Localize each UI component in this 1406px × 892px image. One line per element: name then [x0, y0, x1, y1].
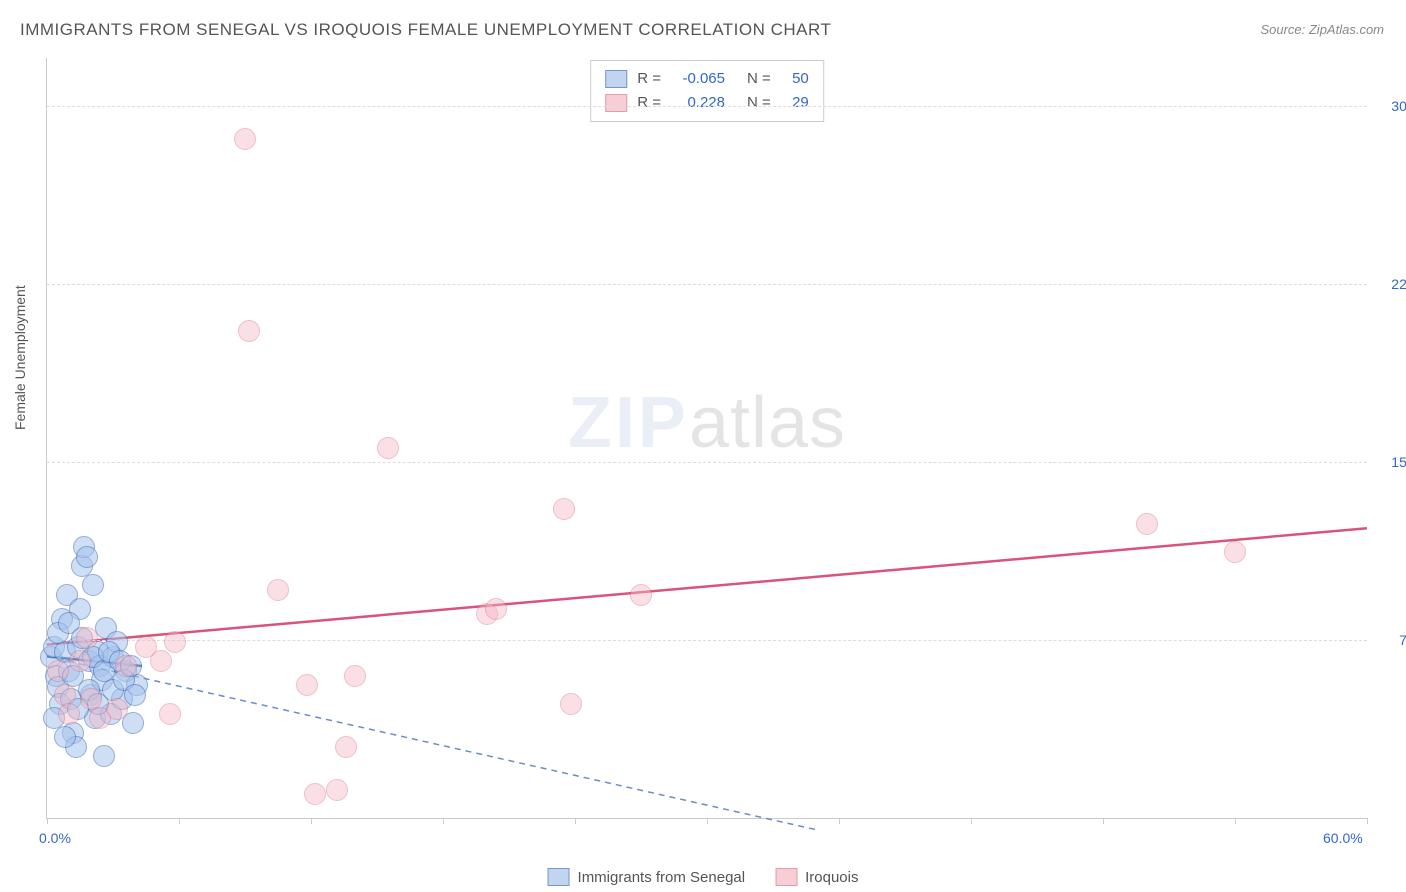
- data-point: [106, 698, 128, 720]
- gridline-h: [47, 462, 1367, 463]
- legend-swatch: [775, 868, 797, 886]
- y-tick-label: 15.0%: [1375, 454, 1406, 470]
- data-point: [82, 574, 104, 596]
- data-point: [1136, 513, 1158, 535]
- data-point: [76, 627, 98, 649]
- x-tick: [1235, 818, 1236, 824]
- legend-series-item: Iroquois: [775, 868, 858, 886]
- data-point: [159, 703, 181, 725]
- legend-series-item: Immigrants from Senegal: [548, 868, 746, 886]
- x-tick-label: 0.0%: [39, 830, 71, 846]
- data-point: [304, 783, 326, 805]
- chart-title: IMMIGRANTS FROM SENEGAL VS IROQUOIS FEMA…: [20, 20, 831, 40]
- data-point: [93, 745, 115, 767]
- x-tick: [839, 818, 840, 824]
- legend-swatch: [548, 868, 570, 886]
- x-tick-label: 60.0%: [1323, 830, 1363, 846]
- data-point: [267, 579, 289, 601]
- data-point: [485, 598, 507, 620]
- data-point: [335, 736, 357, 758]
- legend-r-value: -0.065: [669, 67, 725, 91]
- legend-r-label: R =: [637, 67, 661, 91]
- data-point: [326, 779, 348, 801]
- data-point: [344, 665, 366, 687]
- x-tick: [443, 818, 444, 824]
- gridline-h: [47, 284, 1367, 285]
- x-tick: [575, 818, 576, 824]
- data-point: [150, 650, 172, 672]
- legend-n-label: N =: [747, 91, 771, 115]
- legend-r-label: R =: [637, 91, 661, 115]
- data-point: [553, 498, 575, 520]
- legend-n-value: 50: [779, 67, 809, 91]
- trend-lines-svg: [47, 58, 1367, 818]
- watermark: ZIPatlas: [568, 382, 846, 464]
- data-point: [76, 546, 98, 568]
- x-tick: [47, 818, 48, 824]
- source-label: Source: ZipAtlas.com: [1260, 22, 1384, 37]
- x-tick: [1103, 818, 1104, 824]
- legend-correlation: R = -0.065 N = 50 R = 0.228 N = 29: [590, 60, 824, 122]
- trend-line: [47, 528, 1367, 644]
- data-point: [296, 674, 318, 696]
- data-point: [630, 584, 652, 606]
- chart-plot-area: ZIPatlas R =-0.065N =50R =0.228N =29 7.5…: [46, 58, 1367, 819]
- y-tick-label: 22.5%: [1375, 276, 1406, 292]
- data-point: [377, 437, 399, 459]
- gridline-h: [47, 640, 1367, 641]
- x-tick: [707, 818, 708, 824]
- legend-series: Immigrants from Senegal Iroquois: [548, 868, 859, 886]
- x-tick: [311, 818, 312, 824]
- gridline-h: [47, 106, 1367, 107]
- legend-series-label: Iroquois: [805, 869, 858, 886]
- legend-n-label: N =: [747, 67, 771, 91]
- y-tick-label: 30.0%: [1375, 98, 1406, 114]
- x-tick: [971, 818, 972, 824]
- data-point: [58, 703, 80, 725]
- x-tick: [179, 818, 180, 824]
- y-axis-label: Female Unemployment: [12, 285, 28, 430]
- data-point: [69, 650, 91, 672]
- data-point: [164, 631, 186, 653]
- data-point: [115, 655, 137, 677]
- data-point: [234, 128, 256, 150]
- y-tick-label: 7.5%: [1375, 632, 1406, 648]
- legend-r-value: 0.228: [669, 91, 725, 115]
- watermark-atlas: atlas: [689, 383, 846, 463]
- legend-n-value: 29: [779, 91, 809, 115]
- data-point: [560, 693, 582, 715]
- data-point: [238, 320, 260, 342]
- legend-correlation-row: R = 0.228 N = 29: [605, 91, 809, 115]
- watermark-zip: ZIP: [568, 383, 689, 463]
- data-point: [1224, 541, 1246, 563]
- data-point: [47, 660, 69, 682]
- legend-correlation-row: R = -0.065 N = 50: [605, 67, 809, 91]
- trend-line-dashed: [47, 657, 817, 830]
- data-point: [54, 726, 76, 748]
- x-tick: [1367, 818, 1368, 824]
- legend-swatch: [605, 94, 627, 112]
- legend-series-label: Immigrants from Senegal: [578, 869, 746, 886]
- legend-swatch: [605, 70, 627, 88]
- data-point: [124, 684, 146, 706]
